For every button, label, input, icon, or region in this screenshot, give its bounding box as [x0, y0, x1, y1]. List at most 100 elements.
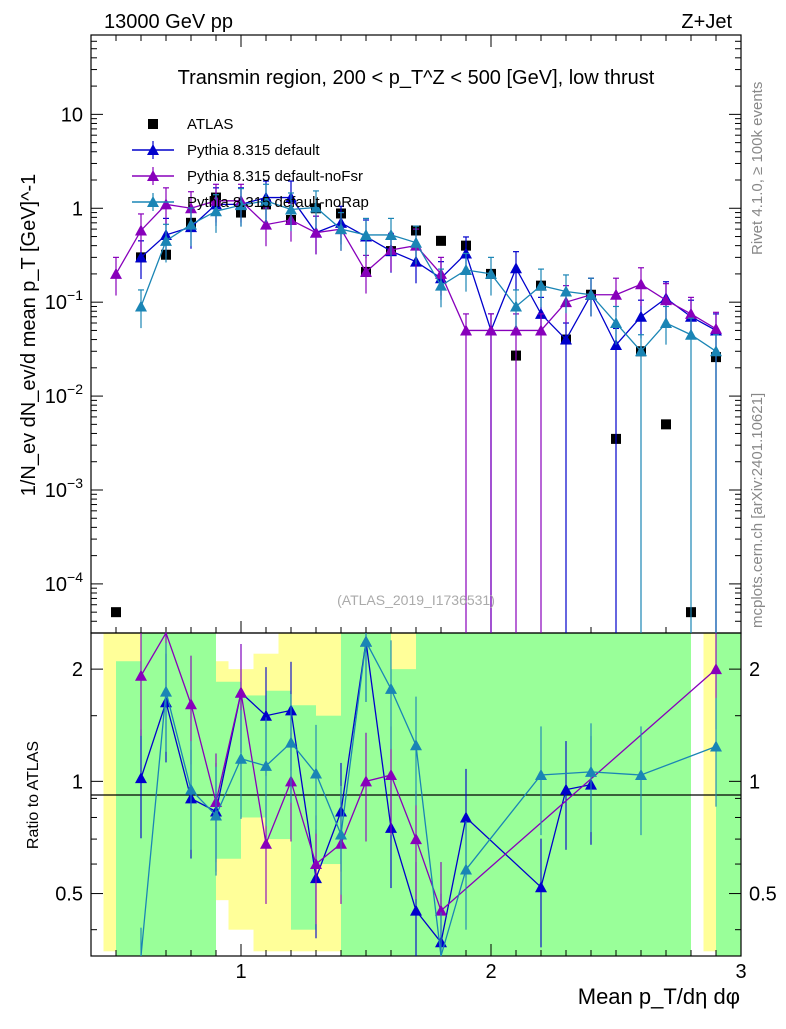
x-tick-label: 3 [735, 961, 746, 983]
series-marker [610, 288, 622, 300]
green-band-0 [116, 661, 141, 956]
ratio-line-2 [140, 639, 717, 957]
ratio-marker [585, 765, 597, 777]
ratio-tick-label-left: 0.5 [55, 884, 83, 906]
series-marker [635, 345, 647, 357]
x-tick-label: 2 [485, 961, 496, 983]
legend-marker-atlas [148, 119, 158, 129]
series-marker [585, 288, 597, 300]
series-marker [660, 294, 672, 306]
y-tick-label: 10−3 [45, 475, 83, 502]
ratio-marker [235, 752, 247, 764]
series-marker [635, 310, 647, 322]
ratio-y-axis-label: Ratio to ATLAS [25, 741, 42, 849]
series-marker [710, 322, 722, 334]
ratio-marker [560, 783, 572, 795]
legend: ATLAS Pythia 8.315 default Pythia 8.315 de… [132, 116, 369, 211]
series-marker [535, 324, 547, 336]
series-marker [410, 236, 422, 248]
y-tick-label: 10 [61, 104, 83, 126]
ratio-marker [460, 863, 472, 875]
ratio-marker [435, 904, 447, 916]
ratio-marker [260, 709, 272, 721]
series-marker [510, 324, 522, 336]
ratio-marker [410, 904, 422, 916]
series-marker [535, 279, 547, 291]
ratio-marker [335, 828, 347, 840]
series-marker [510, 262, 522, 274]
ratio-tick-label-left: 2 [72, 659, 83, 681]
ratio-marker [710, 740, 722, 752]
ratio-marker [410, 833, 422, 845]
ratio-tick-label-right: 2 [749, 659, 760, 681]
ratio-marker [710, 663, 722, 675]
ratio-marker [310, 858, 322, 870]
legend-marker [147, 144, 159, 155]
series-marker [635, 278, 647, 290]
series-marker [360, 228, 372, 240]
ratio-marker [285, 736, 297, 748]
x-tick-label: 1 [235, 961, 246, 983]
ratio-tick-label-right: 0.5 [749, 884, 777, 906]
legend-marker [147, 196, 159, 207]
ratio-marker [635, 768, 647, 780]
ratio-marker [210, 809, 222, 821]
series-marker [360, 265, 372, 277]
ratio-marker [460, 811, 472, 823]
axis-ticks: 1 2 3 10−4 10−3 10−2 10−1 1 10 0.5 0.5 1 1 2 2 [45, 34, 777, 983]
header-right: Z+Jet [681, 11, 732, 33]
legend-marker [147, 170, 159, 181]
green-band-8 [316, 715, 341, 865]
ratio-marker [385, 682, 397, 694]
series-marker [685, 307, 697, 319]
ratio-marker [385, 768, 397, 780]
series-marker [135, 224, 147, 236]
series-marker [560, 333, 572, 345]
series-marker [135, 300, 147, 312]
ratio-marker [160, 685, 172, 697]
ratio-line-1 [140, 631, 717, 912]
legend-label: Pythia 8.315 default-noFsr [187, 168, 363, 185]
series-marker [510, 300, 522, 312]
ratio-series [135, 631, 722, 957]
series-marker [460, 264, 472, 276]
ratio-marker [185, 698, 197, 710]
chart-title: Transmin region, 200 < p_T^Z < 500 [GeV]… [178, 67, 655, 89]
legend-label: ATLAS [187, 116, 233, 133]
series-marker [260, 194, 272, 206]
series-marker [160, 234, 172, 246]
ratio-marker [410, 739, 422, 751]
series-marker [185, 218, 197, 230]
ratio-marker [185, 783, 197, 795]
series-marker [310, 201, 322, 213]
ratio-marker [360, 775, 372, 787]
series-marker [435, 279, 447, 291]
ratio-marker [360, 635, 372, 647]
series-marker [110, 267, 122, 279]
y-axis-label: 1/N_ev dN_ev/d mean p_T [GeV]^-1 [18, 174, 40, 497]
ratio-tick-label-right: 1 [749, 771, 760, 793]
ratio-marker [260, 837, 272, 849]
series-marker [660, 317, 672, 329]
series-marker [385, 228, 397, 240]
legend-label: Pythia 8.315 default-noRap [187, 194, 369, 211]
series-marker [335, 223, 347, 235]
ratio-marker [535, 768, 547, 780]
ratio-marker [260, 759, 272, 771]
series-marker [260, 218, 272, 230]
series-marker [610, 317, 622, 329]
y-tick-label: 10−1 [45, 287, 83, 314]
y-tick-label: 1 [72, 198, 83, 220]
atlas-point [111, 607, 121, 618]
mcplots-label: mcplots.cern.ch [arXiv:2401.10621] [749, 393, 766, 628]
series-marker [710, 345, 722, 357]
series-line-1 [140, 196, 717, 347]
series-marker [485, 324, 497, 336]
ratio-marker [135, 669, 147, 681]
ratio-tick-label-left: 1 [72, 771, 83, 793]
ratio-marker [535, 881, 547, 893]
series-marker [210, 205, 222, 217]
series-marker [285, 203, 297, 215]
series-marker [310, 226, 322, 238]
